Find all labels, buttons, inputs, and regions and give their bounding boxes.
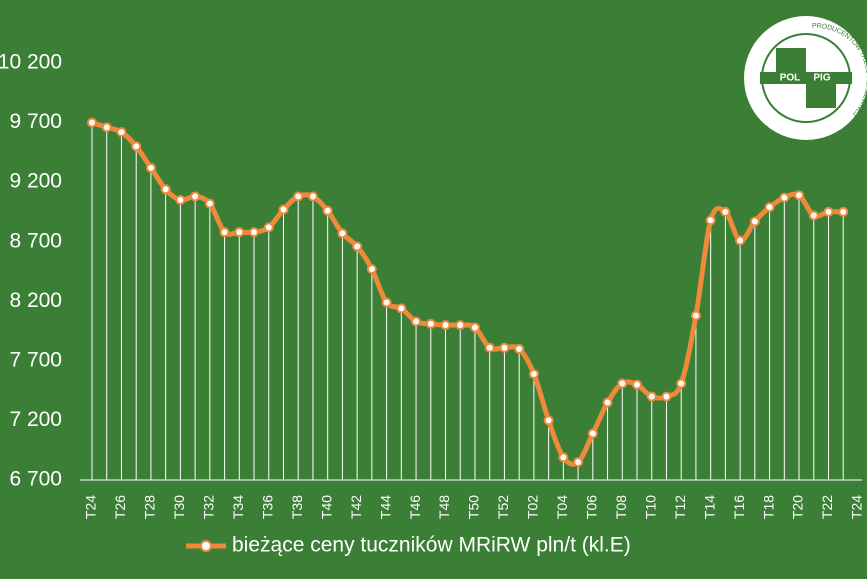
point (543, 415, 554, 426)
x-tick-label: T50 (466, 495, 482, 519)
point (838, 206, 849, 217)
y-tick-label: 6 700 (9, 468, 62, 491)
point (160, 184, 171, 195)
point (735, 235, 746, 246)
point (293, 191, 304, 202)
point (764, 202, 775, 213)
x-tick-label: T06 (584, 495, 600, 519)
series-line (91, 120, 844, 467)
legend-marker (200, 540, 212, 552)
point (278, 204, 289, 215)
point (337, 228, 348, 239)
point (587, 428, 598, 439)
y-tick-label: 10 200 (0, 51, 62, 74)
logo-text: PIG (813, 73, 830, 84)
x-tick-label: T18 (760, 495, 776, 519)
y-tick-label: 8 200 (9, 289, 62, 312)
point (352, 241, 363, 252)
x-tick-label: T02 (525, 495, 541, 519)
y-tick-label: 7 700 (9, 348, 62, 371)
point (411, 316, 422, 327)
x-tick-label: T20 (790, 495, 806, 519)
x-tick-label: T12 (672, 495, 688, 519)
point (484, 342, 495, 353)
point (307, 191, 318, 202)
point (469, 322, 480, 333)
point (779, 192, 790, 203)
point (204, 198, 215, 209)
x-tick-label: T32 (201, 495, 217, 519)
point (131, 141, 142, 152)
point (234, 227, 245, 238)
point (646, 391, 657, 402)
point (499, 342, 510, 353)
point (145, 162, 156, 173)
logo-text: POL (780, 73, 801, 84)
y-tick-label: 7 200 (9, 408, 62, 431)
x-tick-label: T16 (731, 495, 747, 519)
x-tick-label: T08 (613, 495, 629, 519)
point (558, 452, 569, 463)
x-tick-label: T40 (318, 495, 334, 519)
point (617, 378, 628, 389)
point (190, 191, 201, 202)
x-tick-label: T28 (142, 495, 158, 519)
point (87, 117, 97, 128)
point (705, 215, 716, 226)
point (676, 378, 687, 389)
point (322, 205, 333, 216)
point (573, 457, 584, 468)
x-tick-label: T24 (83, 495, 99, 519)
point (749, 216, 760, 227)
point (101, 122, 112, 133)
x-tick-label: T26 (112, 495, 128, 519)
y-tick-label: 9 200 (9, 170, 62, 193)
point (690, 310, 701, 321)
logo-band (760, 72, 852, 84)
point (219, 227, 230, 238)
logo: KRAJOWY ZWIĄZEK PRACODAWCÓW PRODUCENTÓW … (727, 16, 867, 140)
point (808, 210, 819, 221)
point (720, 206, 731, 217)
point (661, 391, 672, 402)
point (602, 397, 613, 408)
point (175, 195, 186, 206)
x-tick-label: T34 (230, 495, 246, 519)
point (455, 320, 466, 331)
x-tick-label: T10 (642, 495, 658, 519)
point (632, 379, 643, 390)
x-tick-label: T30 (171, 495, 187, 519)
logo-quad (776, 48, 806, 74)
x-tick-label: T48 (436, 495, 452, 519)
point (425, 318, 436, 329)
y-tick-label: 8 700 (9, 229, 62, 252)
x-tick-label: T24 (849, 495, 865, 519)
y-tick-label: 9 700 (9, 110, 62, 133)
x-tick-label: T46 (407, 495, 423, 519)
point (440, 320, 451, 331)
x-tick-label: T42 (348, 495, 364, 519)
x-tick-label: T22 (819, 495, 835, 519)
x-tick-label: T52 (495, 495, 511, 519)
point (514, 343, 525, 354)
logo-quad (806, 82, 836, 108)
point (263, 222, 274, 233)
x-tick-label: T44 (377, 495, 393, 519)
point (249, 227, 260, 238)
point (528, 368, 539, 379)
point (823, 206, 834, 217)
legend-label: bieżące ceny tuczników MRiRW pln/t (kl.E… (232, 534, 631, 557)
point (794, 190, 805, 201)
x-tick-label: T04 (554, 495, 570, 519)
x-tick-label: T14 (701, 495, 717, 519)
point (116, 127, 127, 138)
x-tick-label: T38 (289, 495, 305, 519)
x-tick-label: T36 (259, 495, 275, 519)
point (396, 303, 407, 314)
point (381, 297, 392, 308)
point (366, 264, 377, 275)
